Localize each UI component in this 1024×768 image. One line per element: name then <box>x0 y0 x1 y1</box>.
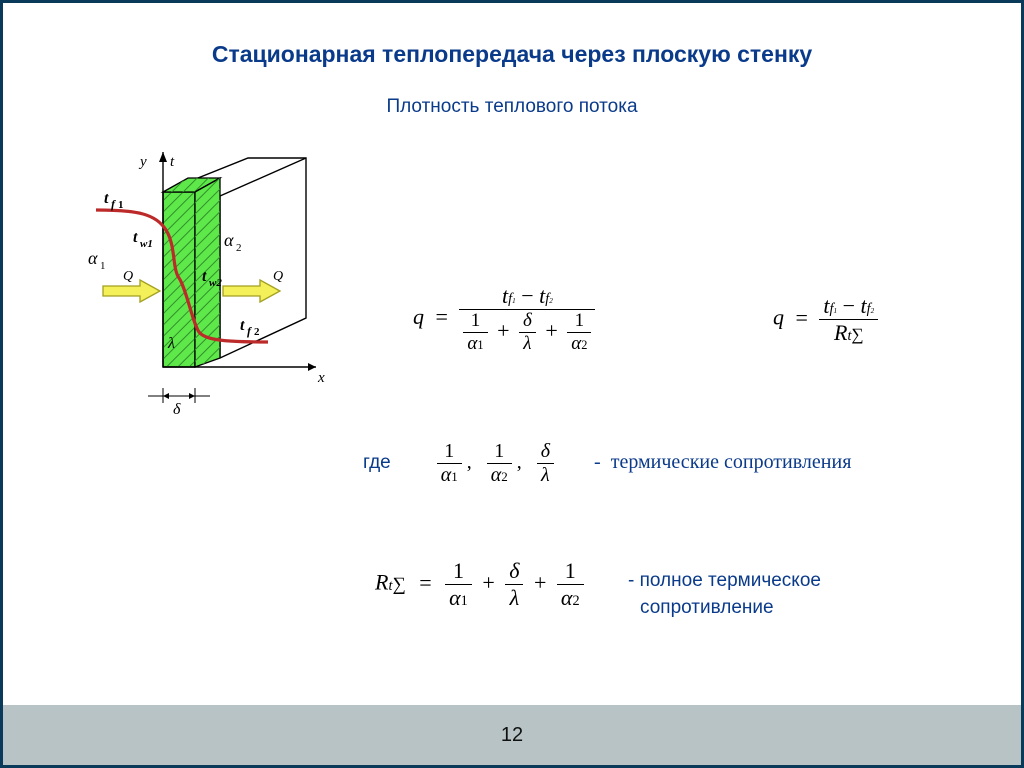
svg-text:α: α <box>224 230 234 250</box>
thermal-resistances-row: где 1 α1 , 1 α2 , δ λ - <box>363 440 851 487</box>
svg-text:1: 1 <box>118 199 124 211</box>
footer-bar: 12 <box>3 705 1021 765</box>
svg-text:t: t <box>104 190 109 207</box>
svg-text:α: α <box>88 248 98 268</box>
svg-text:λ: λ <box>167 335 175 352</box>
svg-text:2: 2 <box>254 326 260 338</box>
svg-text:w2: w2 <box>209 277 222 289</box>
svg-text:Q: Q <box>123 269 133 284</box>
svg-text:t: t <box>202 268 207 285</box>
page-number: 12 <box>501 724 523 746</box>
formula-q-full: q = tf1 − tf2 1 α1 + δ λ <box>413 283 595 355</box>
svg-text:f: f <box>247 324 252 338</box>
svg-text:t: t <box>133 229 138 246</box>
heat-flux-arrow-right <box>223 280 280 302</box>
svg-text:1: 1 <box>100 260 106 272</box>
full-resistance-label: - полное термическое сопротивление <box>628 568 821 621</box>
svg-text:2: 2 <box>236 242 242 254</box>
svg-text:δ: δ <box>173 401 181 418</box>
svg-text:x: x <box>317 370 325 386</box>
thermal-resistance-label: термические сопротивления <box>611 451 852 473</box>
svg-text:t: t <box>240 317 245 334</box>
svg-text:Q: Q <box>273 269 283 284</box>
formula-r-sum: Rt∑ = 1 α1 + δ λ + 1 α2 <box>375 558 584 611</box>
where-label: где <box>363 452 391 473</box>
svg-text:t: t <box>170 154 175 170</box>
slide-subtitle: Плотность теплового потока <box>3 96 1021 118</box>
wall-diagram: x y t δ t <box>68 148 338 428</box>
slide-title: Стационарная теплопередача через плоскую… <box>3 41 1021 68</box>
svg-text:y: y <box>138 154 147 170</box>
sym-q: q <box>413 304 424 329</box>
svg-text:w1: w1 <box>140 238 153 250</box>
slide-frame: Стационарная теплопередача через плоскую… <box>0 0 1024 768</box>
formula-q-short: q = tf1 − tf2 Rt∑ <box>773 293 878 346</box>
